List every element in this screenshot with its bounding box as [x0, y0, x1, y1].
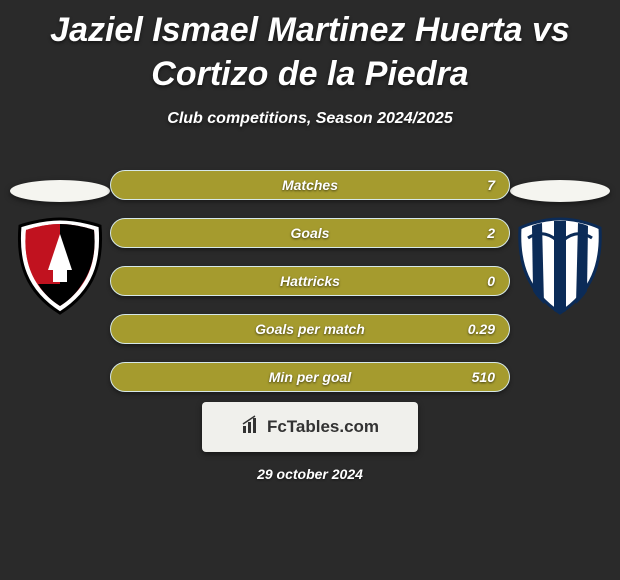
stat-bar: Min per goal 510 — [110, 362, 510, 392]
watermark[interactable]: FcTables.com — [202, 402, 418, 452]
watermark-text: FcTables.com — [267, 417, 379, 437]
stat-value: 2 — [487, 219, 495, 247]
stat-value: 0.29 — [468, 315, 495, 343]
stat-label: Goals — [111, 219, 509, 247]
stat-bars: Matches 7 Goals 2 Hattricks 0 Goals per … — [110, 170, 510, 392]
stat-label: Hattricks — [111, 267, 509, 295]
shield-icon — [10, 216, 110, 316]
team-badge-left — [10, 216, 110, 316]
page-title: Jaziel Ismael Martinez Huerta vs Cortizo… — [0, 0, 620, 96]
stat-value: 510 — [472, 363, 495, 391]
stat-bar: Matches 7 — [110, 170, 510, 200]
stat-value: 0 — [487, 267, 495, 295]
player-oval-right — [510, 180, 610, 202]
shield-icon — [510, 216, 610, 316]
stat-value: 7 — [487, 171, 495, 199]
stat-label: Goals per match — [111, 315, 509, 343]
date-label: 29 october 2024 — [0, 466, 620, 482]
stat-bar: Goals per match 0.29 — [110, 314, 510, 344]
player-oval-left — [10, 180, 110, 202]
chart-icon — [241, 415, 261, 440]
subtitle: Club competitions, Season 2024/2025 — [0, 110, 620, 128]
stats-area: Matches 7 Goals 2 Hattricks 0 Goals per … — [0, 170, 620, 410]
stat-label: Min per goal — [111, 363, 509, 391]
team-badge-right — [510, 216, 610, 316]
stat-label: Matches — [111, 171, 509, 199]
stat-bar: Goals 2 — [110, 218, 510, 248]
stat-bar: Hattricks 0 — [110, 266, 510, 296]
comparison-card: Jaziel Ismael Martinez Huerta vs Cortizo… — [0, 0, 620, 580]
